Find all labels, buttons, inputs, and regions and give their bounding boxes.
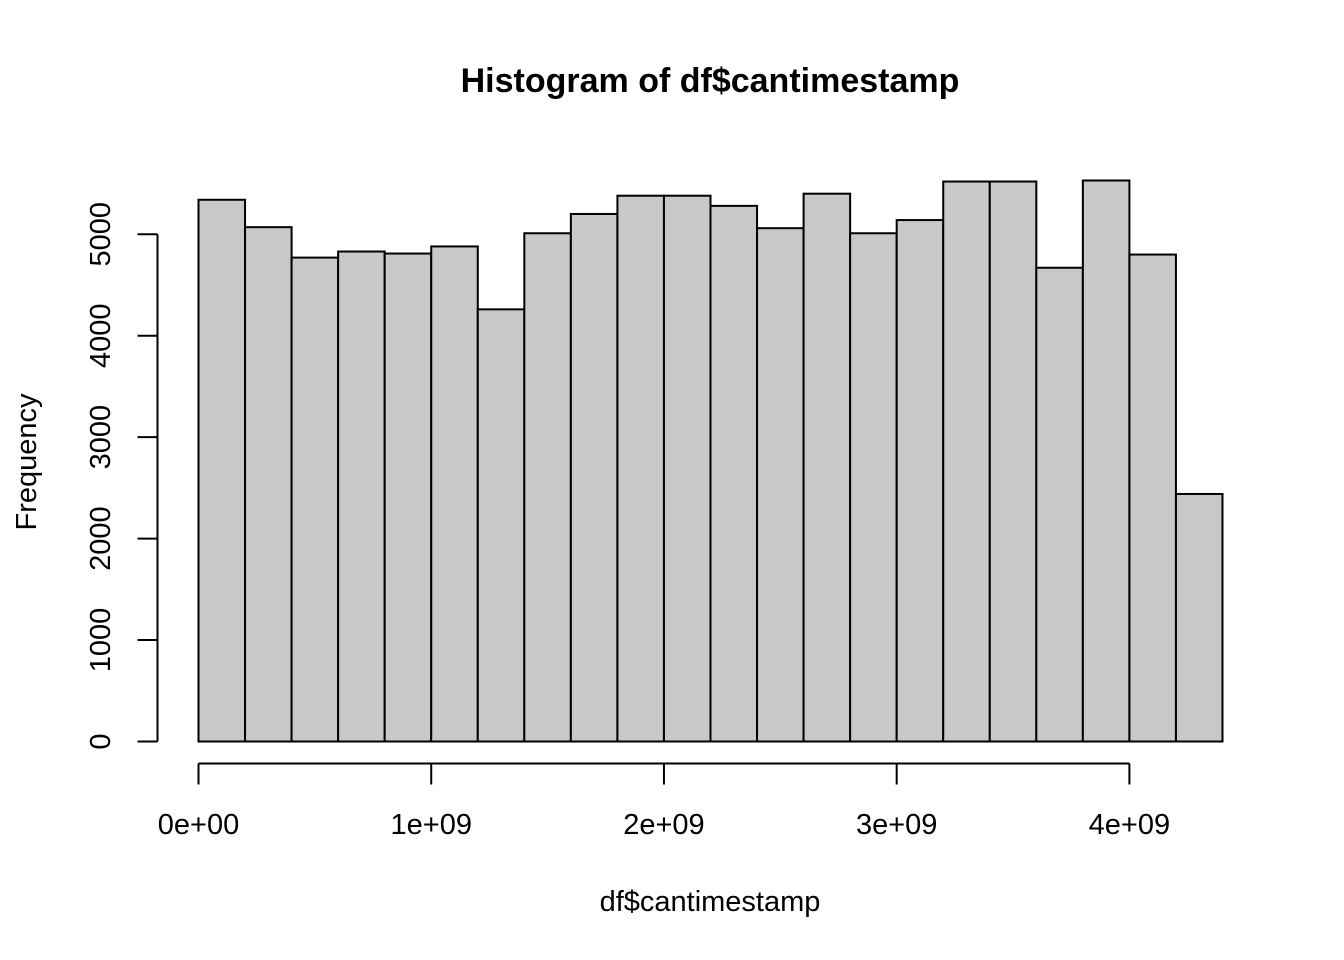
y-tick-label: 1000	[85, 608, 117, 673]
x-tick-label: 0e+00	[158, 809, 239, 841]
histogram-bar	[709, 204, 759, 743]
histogram-bar	[1035, 266, 1084, 743]
x-tick-label: 4e+09	[1089, 809, 1170, 841]
histogram-bar	[383, 252, 433, 743]
x-axis-label: df$cantimestamp	[600, 886, 821, 918]
histogram-bar	[476, 308, 526, 743]
histogram-bar	[942, 180, 991, 743]
histogram-bar	[988, 180, 1038, 743]
histogram-bar	[849, 232, 898, 743]
histogram-bar	[1128, 253, 1177, 743]
histogram-bar	[756, 227, 805, 743]
bars-group	[197, 179, 1224, 743]
histogram-bar	[337, 250, 386, 743]
histogram-bar	[802, 192, 852, 743]
histogram-bar	[662, 194, 712, 743]
x-tick-label: 1e+09	[391, 809, 472, 841]
y-tick-label: 5000	[85, 202, 117, 267]
chart-title: Histogram of df$cantimestamp	[461, 62, 960, 100]
y-tick-label: 3000	[85, 405, 117, 470]
histogram-bar	[430, 245, 479, 743]
x-tick-label: 2e+09	[623, 809, 704, 841]
y-axis-label: Frequency	[11, 393, 43, 531]
histogram-bar	[895, 219, 945, 743]
x-tick-label: 3e+09	[856, 809, 937, 841]
y-axis: 0 1000 2000 3000 4000 5000	[85, 202, 159, 750]
histogram-bar	[523, 232, 572, 743]
histogram-bar	[244, 226, 293, 743]
histogram-bar	[616, 194, 665, 743]
histogram-bar	[1081, 179, 1131, 743]
y-tick-label: 2000	[85, 506, 117, 571]
y-tick-label: 0	[85, 733, 117, 749]
histogram-bar	[1174, 492, 1224, 743]
x-axis: 0e+00 1e+09 2e+09 3e+09 4e+09	[158, 762, 1170, 841]
histogram-bar	[197, 198, 247, 743]
histogram-bar	[290, 256, 340, 743]
y-tick-label: 4000	[85, 303, 117, 368]
histogram-bar	[569, 212, 619, 743]
